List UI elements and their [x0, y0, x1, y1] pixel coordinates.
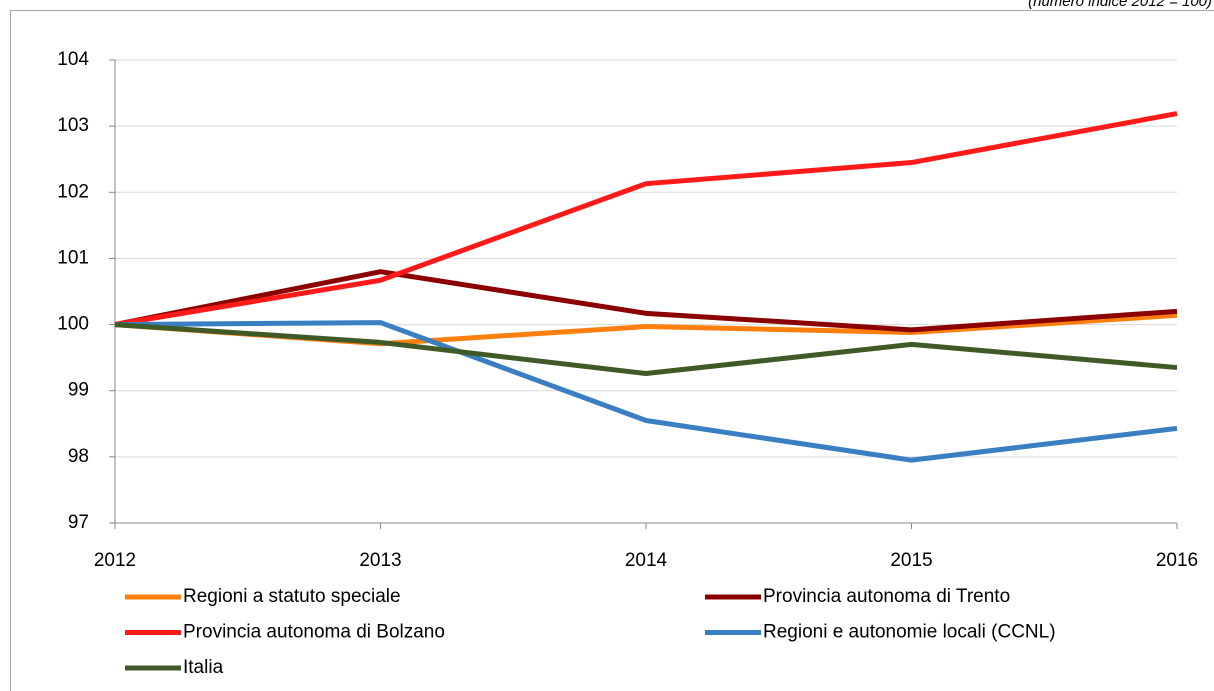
- chart-frame: [10, 10, 1214, 691]
- x-tick-label: 2012: [94, 550, 136, 571]
- legend-label: Regioni a statuto speciale: [183, 586, 401, 607]
- x-tick-label: 2015: [890, 550, 932, 571]
- legend-label: Provincia autonoma di Bolzano: [183, 622, 445, 643]
- y-tick-label: 103: [57, 115, 89, 136]
- legend-label: Provincia autonoma di Trento: [763, 586, 1010, 607]
- chart-subtitle: (numero indice 2012 = 100): [1028, 0, 1212, 10]
- y-tick-label: 98: [68, 446, 89, 467]
- series-line: [114, 269, 1178, 333]
- y-tick-label: 100: [57, 314, 89, 335]
- x-tick-label: 2014: [625, 550, 668, 571]
- series-line: [114, 111, 1178, 328]
- series-line: [114, 312, 1178, 347]
- x-tick-label: 2016: [1156, 550, 1198, 571]
- x-tick-label: 2013: [359, 550, 401, 571]
- y-tick-label: 99: [68, 380, 89, 401]
- legend-label: Regioni e autonomie locali (CCNL): [763, 622, 1056, 643]
- y-tick-label: 102: [57, 181, 89, 202]
- y-tick-label: 101: [57, 247, 89, 268]
- y-tick-label: 97: [68, 512, 89, 533]
- series-line: [114, 322, 1178, 377]
- series-line: [114, 320, 1178, 463]
- y-tick-label: 104: [57, 49, 89, 70]
- legend-label: Italia: [183, 657, 224, 678]
